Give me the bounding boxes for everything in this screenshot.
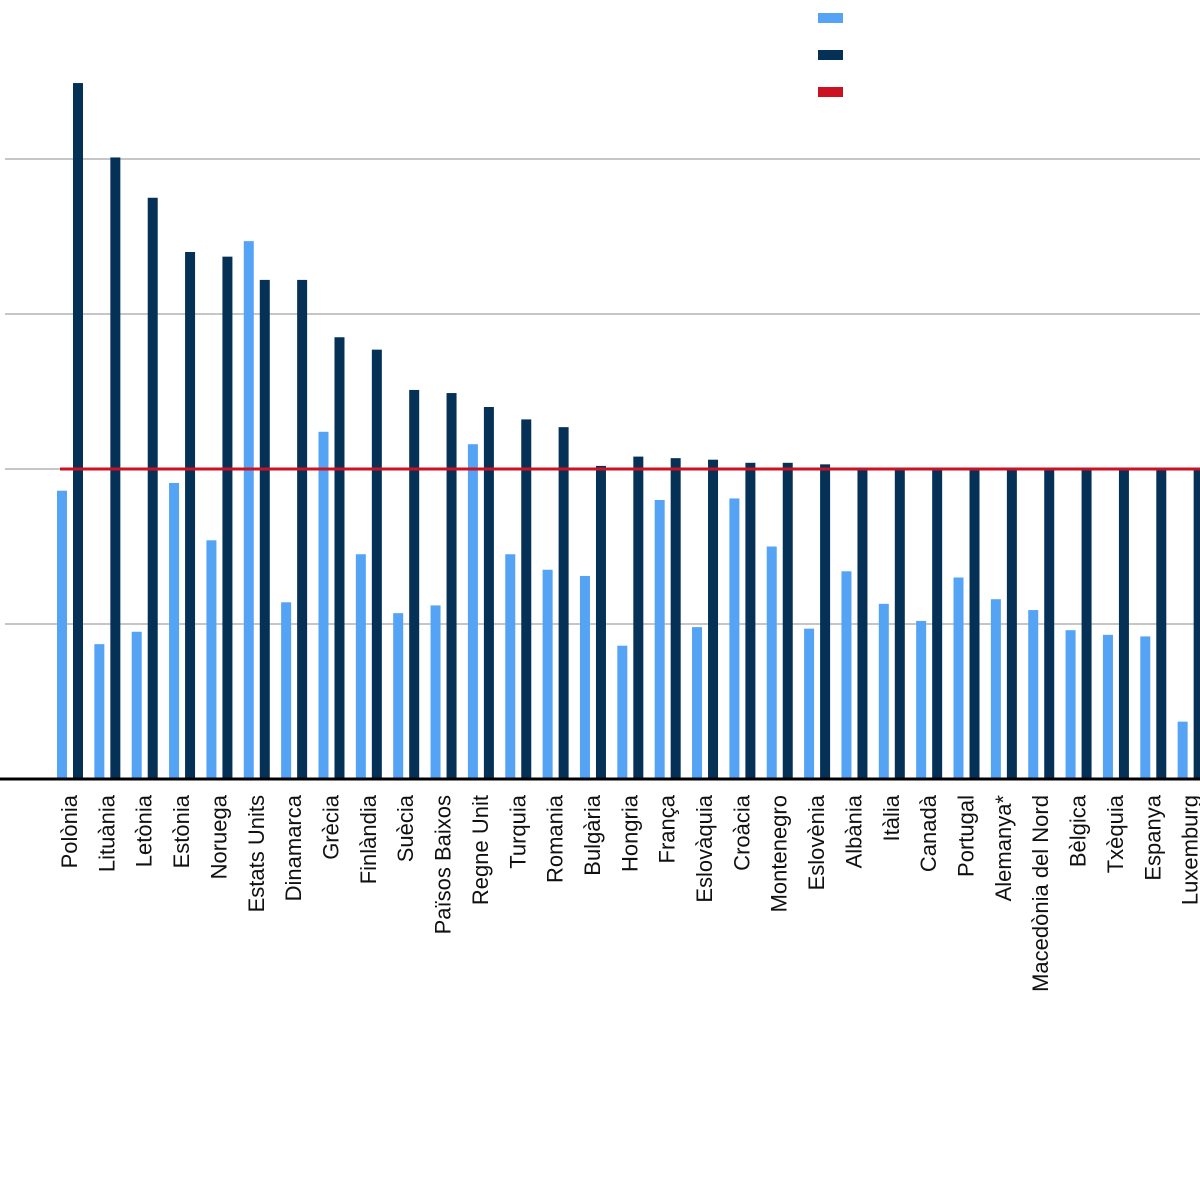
x-tick-label-29: Espanya [1140,794,1165,880]
x-tick-label-19: Montenegro [767,795,792,912]
bar-a-20 [804,628,815,779]
x-tick-label-13: Romania [543,794,568,883]
bar-a-6 [281,602,292,779]
bar-b-26 [1044,469,1055,779]
bar-a-15 [617,645,628,779]
x-tick-label-11: Regne Unit [468,795,493,905]
bar-a-14 [579,575,590,779]
bar-b-16 [670,458,681,779]
legend-swatch-series-a [818,13,843,23]
bar-b-14 [595,465,606,779]
bar-a-0 [57,490,67,779]
bar-a-12 [505,554,516,779]
bar-b-27 [1081,469,1092,779]
x-tick-label-9: Suècia [393,794,418,862]
x-tick-label-6: Dinamarca [281,794,306,901]
x-tick-label-26: Macedònia del Nord [1028,795,1053,992]
x-tick-label-0: Polònia [57,794,82,868]
bar-a-4 [206,540,217,779]
bar-b-4 [222,256,233,779]
legend-swatch-reference [818,87,843,97]
bar-a-18 [729,498,740,779]
bar-a-16 [654,500,665,779]
x-tick-label-5: Estats Units [244,795,269,912]
bar-b-29 [1156,469,1167,779]
bar-b-7 [334,337,345,779]
x-tick-label-20: Eslovènia [804,794,829,890]
bar-b-19 [782,462,793,779]
bar-a-5 [243,241,254,779]
bar-b-11 [483,407,494,779]
bar-b-0 [73,83,83,780]
x-tick-labels: Polònia Lituània Letònia Estònia Noruega Esta… [57,794,1200,992]
bars [57,83,1200,780]
bar-b-15 [633,456,644,779]
bar-b-6 [297,279,308,779]
bar-a-7 [318,431,329,779]
bar-a-1 [94,644,105,779]
bar-b-9 [409,389,420,779]
x-tick-label-17: Eslovàquia [692,794,717,902]
bar-b-23 [932,469,943,779]
bar-b-21 [857,469,868,779]
bar-b-8 [371,349,382,779]
bar-b-12 [521,419,532,779]
bar-b-22 [894,469,905,779]
bar-b-24 [969,469,980,779]
bar-a-11 [467,444,478,779]
bar-b-20 [820,464,831,779]
bar-a-27 [1065,630,1076,779]
x-tick-label-15: Hongria [617,794,642,872]
bar-a-24 [953,577,964,779]
x-tick-label-18: Croàcia [729,794,754,871]
bar-b-17 [708,459,719,779]
bar-a-25 [990,599,1001,779]
bar-a-23 [916,620,927,779]
bar-b-30 [1193,469,1200,779]
bar-b-3 [185,252,196,779]
bar-b-28 [1118,469,1129,779]
bar-a-2 [131,631,142,779]
x-tick-label-2: Letònia [132,794,157,867]
bar-b-18 [745,462,756,779]
bar-a-17 [692,627,703,779]
bar-b-5 [259,279,270,779]
x-tick-label-23: Canadà [916,794,941,872]
bar-a-3 [169,482,180,779]
x-tick-label-25: Alemanya* [991,795,1016,902]
bar-a-8 [355,554,366,779]
bar-b-13 [558,427,569,779]
x-tick-label-27: Bèlgica [1066,794,1091,867]
x-tick-label-22: Itàlia [879,794,904,841]
x-tick-label-30: Luxemburg [1178,795,1200,905]
bar-a-9 [393,613,404,779]
bar-a-19 [766,546,777,779]
bar-b-25 [1006,469,1017,779]
bar-a-29 [1140,636,1151,779]
bar-a-28 [1102,634,1113,779]
x-tick-label-4: Noruega [206,794,231,879]
bar-b-10 [446,393,457,779]
bar-a-13 [542,569,553,779]
x-tick-label-12: Turquia [505,794,530,869]
x-tick-label-10: Països Baixos [431,795,456,934]
bar-a-26 [1028,610,1039,779]
x-tick-label-24: Portugal [954,795,979,877]
x-tick-label-3: Estònia [169,794,194,868]
bar-a-30 [1177,721,1188,779]
legend [818,13,843,97]
bar-a-10 [430,605,441,779]
x-tick-label-28: Txèquia [1103,794,1128,873]
x-tick-label-1: Lituània [94,794,119,872]
x-tick-label-8: Finlàndia [356,794,381,884]
bar-a-21 [841,571,852,779]
legend-swatch-series-b [818,50,843,60]
x-tick-label-7: Grècia [318,794,343,860]
bar-a-22 [878,603,889,779]
x-tick-label-14: Bulgària [580,794,605,875]
x-tick-label-21: Albània [841,794,866,868]
x-tick-label-16: França [655,794,680,863]
bar-b-2 [147,197,158,779]
